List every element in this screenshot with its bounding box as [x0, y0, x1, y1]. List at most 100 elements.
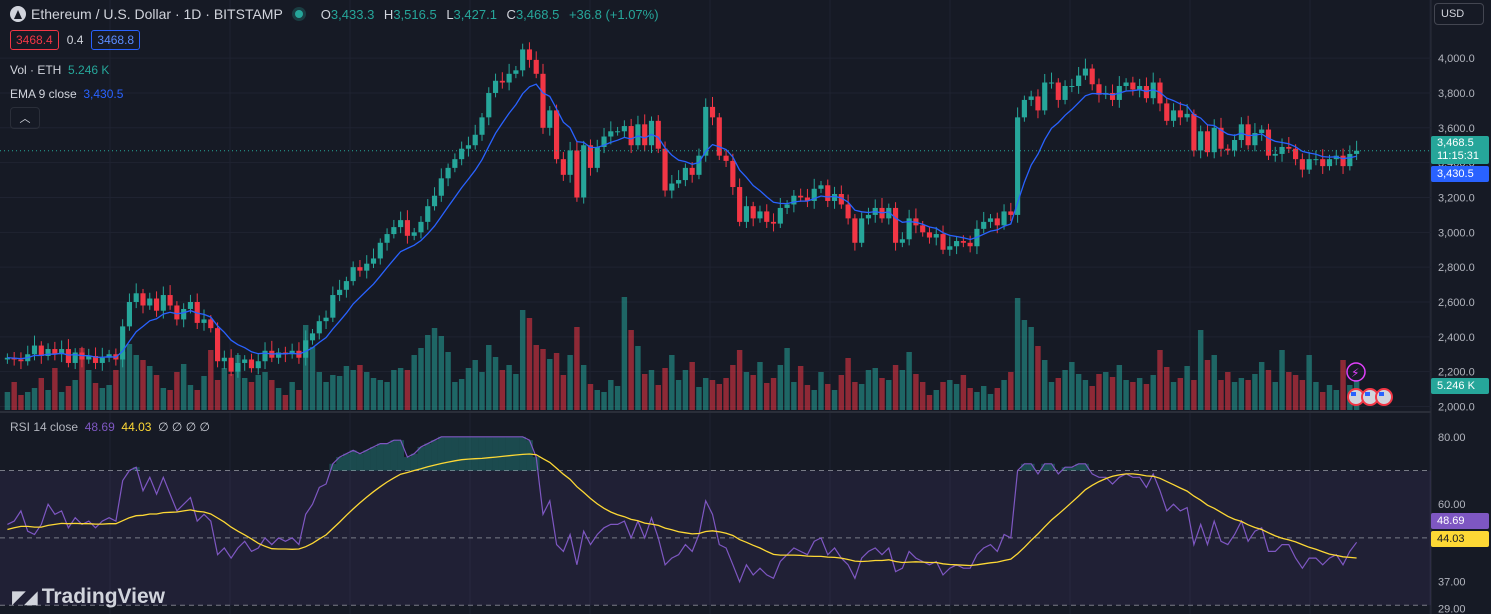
volume-bar	[214, 380, 221, 410]
candle-body	[642, 124, 648, 146]
candle-body	[201, 319, 207, 323]
candle-body	[1265, 129, 1272, 156]
volume-bar	[1218, 380, 1224, 410]
candle-body	[384, 234, 390, 243]
candle-body	[316, 321, 322, 334]
rsi-overbought-fill	[526, 440, 533, 471]
volume-bar	[825, 384, 831, 410]
candle-body	[452, 159, 458, 168]
rsi-legend[interactable]: RSI 14 close 48.69 44.03 ∅ ∅ ∅ ∅	[10, 420, 210, 434]
volume-bar	[221, 368, 228, 410]
volume-bar	[1272, 382, 1278, 410]
symbol-header[interactable]: Ethereum / U.S. Dollar · 1D · BITSTAMP O…	[10, 6, 659, 22]
candle-body	[1218, 127, 1224, 149]
buy-button[interactable]: 3468.8	[91, 30, 141, 50]
volume-bar	[574, 327, 580, 410]
rsi-overbought-fill	[376, 443, 384, 471]
volume-bar	[1028, 327, 1034, 410]
volume-bar	[262, 372, 268, 410]
volume-tag: 5.246 K	[1431, 378, 1489, 394]
candle-body	[1028, 96, 1034, 100]
candle-body	[865, 214, 872, 219]
candle-body	[330, 295, 336, 318]
volume-bar	[1326, 385, 1333, 410]
volume-bar	[289, 382, 295, 410]
rsi-axis-tick: 37.00	[1438, 577, 1466, 589]
candle-body	[465, 145, 472, 149]
candle-body	[309, 333, 316, 341]
volume-bar	[1333, 390, 1339, 410]
volume-bar	[641, 374, 648, 410]
market-status-icon[interactable]	[294, 10, 303, 18]
rsi-overbought-fill	[1027, 463, 1035, 471]
volume-bar	[133, 355, 139, 410]
candle-body	[1225, 148, 1231, 151]
candle-body	[72, 352, 78, 363]
volume-bar	[228, 374, 234, 410]
candle-body	[303, 340, 309, 358]
volume-bar	[431, 328, 438, 410]
ema-legend[interactable]: EMA 9 close 3,430.5	[10, 87, 124, 101]
volume-bar	[757, 362, 763, 410]
candle-body	[1231, 140, 1238, 151]
rsi-overbought-fill	[478, 436, 486, 471]
candle-body	[187, 302, 194, 309]
tradingview-logo[interactable]: ◤◢ TradingView	[12, 585, 166, 608]
price-axis-tick: 2,600.0	[1438, 297, 1475, 309]
volume-bar	[540, 349, 546, 410]
volume-bar	[1089, 386, 1095, 410]
volume-bar	[1048, 382, 1055, 410]
volume-bar	[1306, 355, 1312, 410]
candle-body	[472, 134, 478, 146]
collapse-legend-button[interactable]: ︿	[10, 107, 40, 129]
candle-body	[86, 356, 92, 360]
volume-legend[interactable]: Vol · ETH 5.246 K	[10, 63, 110, 77]
candle-body	[743, 206, 749, 222]
candle-body	[262, 350, 268, 362]
candle-body	[65, 349, 71, 363]
candle-body	[526, 49, 533, 60]
rsi-overbought-fill	[343, 453, 350, 471]
candle-body	[804, 197, 811, 201]
candle-body	[920, 225, 926, 233]
volume-bar	[736, 350, 743, 410]
volume-bar	[886, 380, 892, 410]
volume-bar	[18, 395, 24, 410]
candle-body	[1272, 153, 1278, 156]
rsi-axis-tick: 60.00	[1438, 499, 1466, 511]
currency-selector[interactable]: USD	[1434, 3, 1484, 25]
price-axis-tick: 3,600.0	[1438, 123, 1475, 135]
candle-body	[689, 167, 695, 175]
volume-bar	[669, 355, 675, 410]
volume-bar	[350, 370, 356, 410]
candle-body	[696, 155, 702, 175]
volume-bar	[547, 359, 553, 410]
symbol-title: Ethereum / U.S. Dollar · 1D · BITSTAMP	[31, 6, 283, 22]
us-flag-event-icon	[1375, 388, 1393, 406]
volume-bar	[65, 386, 72, 410]
sell-button[interactable]: 3468.4	[10, 30, 59, 50]
candle-body	[1238, 124, 1244, 140]
volume-bar	[357, 365, 363, 410]
volume-bar	[147, 366, 153, 410]
rsi-overbought-fill	[329, 463, 337, 471]
volume-bar	[1035, 346, 1041, 410]
candle-body	[628, 126, 634, 146]
volume-bar	[86, 370, 92, 410]
volume-bar	[601, 392, 607, 410]
rsi-overbought-fill	[363, 450, 371, 471]
rsi-overbought-fill	[498, 436, 506, 471]
rsi-tag: 48.69	[1431, 513, 1489, 529]
candle-body	[1089, 68, 1095, 85]
volume-bar	[1130, 382, 1136, 410]
price-axis-tick: 4,000.0	[1438, 53, 1475, 65]
volume-bar	[1096, 374, 1102, 410]
volume-bar	[323, 382, 329, 410]
candle-body	[99, 357, 105, 363]
volume-bar	[716, 384, 723, 410]
volume-bar	[980, 386, 987, 410]
volume-bar	[879, 378, 885, 410]
candle-body	[777, 207, 783, 224]
volume-bar	[1109, 377, 1116, 410]
